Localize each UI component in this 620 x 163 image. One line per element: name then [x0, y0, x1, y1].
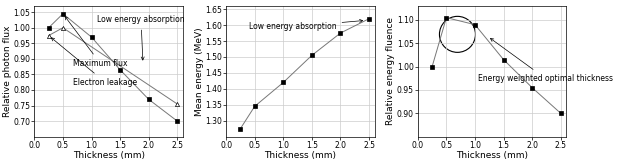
Y-axis label: Relative photon flux: Relative photon flux [2, 26, 12, 117]
Text: Electron leakage: Electron leakage [51, 38, 138, 87]
Text: Maximum flux: Maximum flux [65, 17, 128, 68]
Text: Low energy absorption: Low energy absorption [97, 15, 185, 60]
Text: Energy weighted optimal thickness: Energy weighted optimal thickness [478, 38, 613, 83]
X-axis label: Thickness (mm): Thickness (mm) [456, 151, 528, 160]
Text: Low energy absorption: Low energy absorption [249, 19, 363, 31]
Y-axis label: Relative energy fluence: Relative energy fluence [386, 17, 396, 125]
Y-axis label: Mean energy (MeV): Mean energy (MeV) [195, 27, 203, 116]
X-axis label: Thickness (mm): Thickness (mm) [264, 151, 337, 160]
X-axis label: Thickness (mm): Thickness (mm) [73, 151, 144, 160]
